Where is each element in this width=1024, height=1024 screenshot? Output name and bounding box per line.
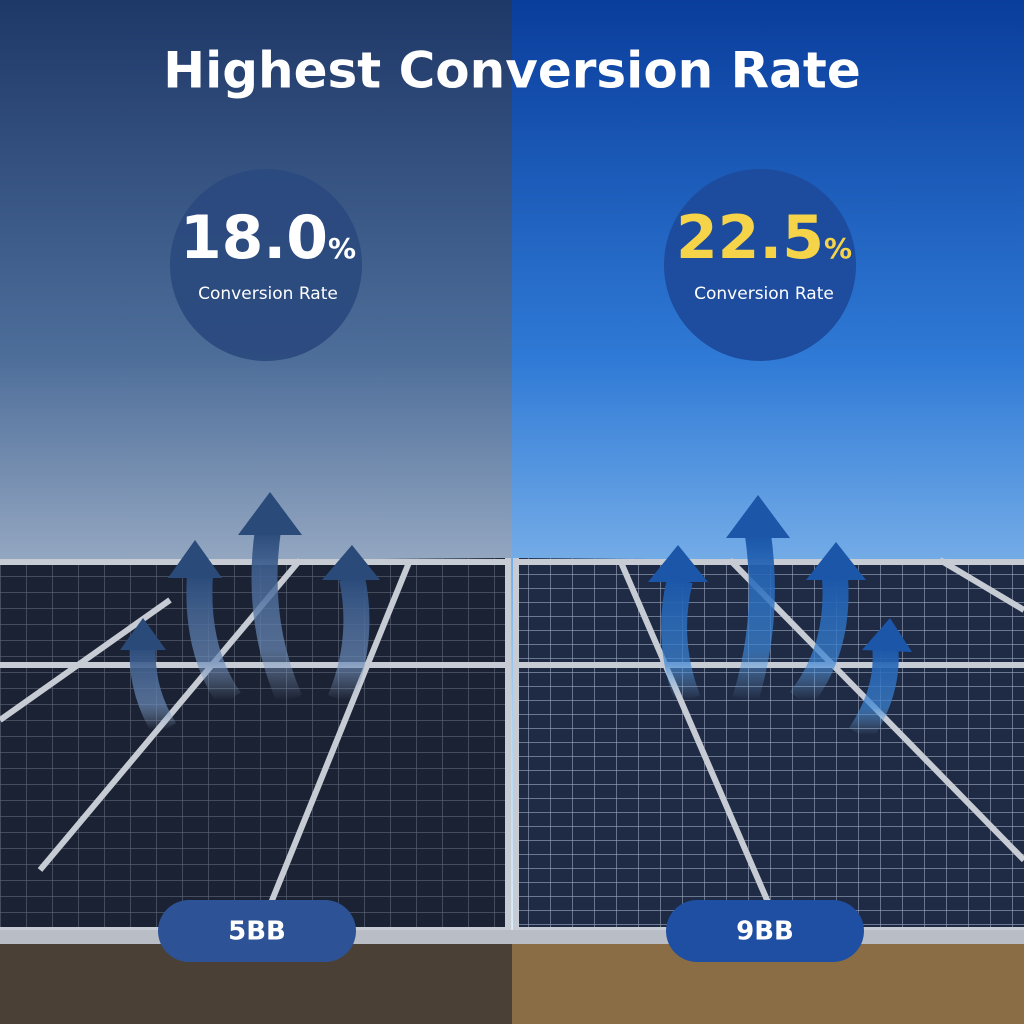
rate-caption: Conversion Rate bbox=[694, 284, 834, 304]
rate-circle bbox=[170, 169, 362, 361]
badge bbox=[666, 900, 864, 962]
badge-label: 5BB bbox=[228, 917, 286, 947]
solar-panels-left bbox=[0, 558, 508, 930]
rail bbox=[0, 930, 1024, 944]
badge-label: 9BB bbox=[736, 917, 794, 947]
rate-value: 22.5 bbox=[676, 203, 824, 273]
arrows-left bbox=[120, 492, 380, 737]
rate: 22.5% bbox=[676, 203, 852, 273]
badge bbox=[158, 900, 356, 962]
rate-caption: Conversion Rate bbox=[198, 284, 338, 304]
rate-value: 18.0 bbox=[180, 203, 328, 273]
rate: 18.0% bbox=[180, 203, 356, 273]
arrows-right bbox=[648, 495, 912, 743]
title: Highest Conversion Rate bbox=[163, 42, 860, 100]
rate-unit: % bbox=[824, 232, 852, 265]
rate-unit: % bbox=[328, 232, 356, 265]
rate-circle bbox=[664, 169, 856, 361]
